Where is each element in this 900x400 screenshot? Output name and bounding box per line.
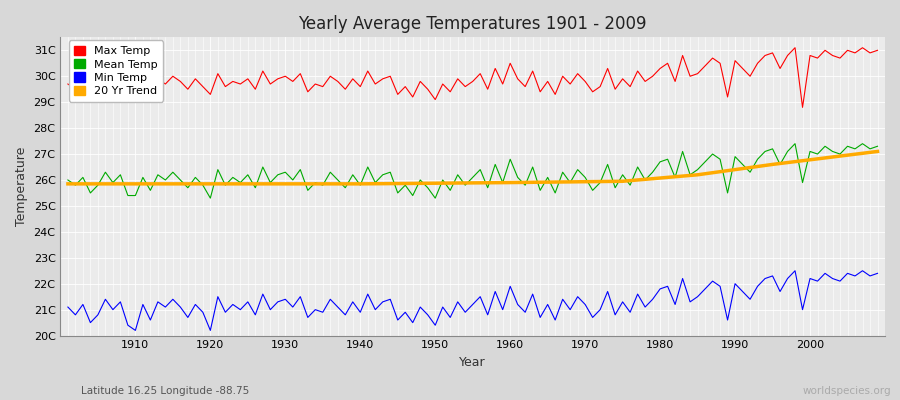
Text: Latitude 16.25 Longitude -88.75: Latitude 16.25 Longitude -88.75 <box>81 386 249 396</box>
Y-axis label: Temperature: Temperature <box>15 147 28 226</box>
Legend: Max Temp, Mean Temp, Min Temp, 20 Yr Trend: Max Temp, Mean Temp, Min Temp, 20 Yr Tre… <box>68 40 164 102</box>
X-axis label: Year: Year <box>459 356 486 369</box>
Title: Yearly Average Temperatures 1901 - 2009: Yearly Average Temperatures 1901 - 2009 <box>299 15 647 33</box>
Text: worldspecies.org: worldspecies.org <box>803 386 891 396</box>
